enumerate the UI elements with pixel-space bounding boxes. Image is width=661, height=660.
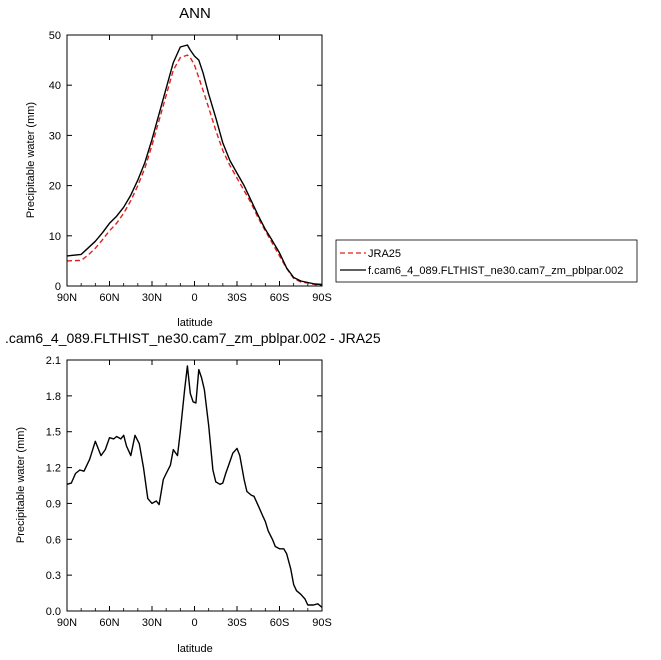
bottom-y-tick-label: 0.9 bbox=[46, 498, 61, 510]
bottom-series-line-0 bbox=[66, 365, 323, 608]
top-chart-legend: JRA25 f.cam6_4_089.FLTHIST_ne30.cam7_zm_… bbox=[335, 239, 638, 283]
bottom-x-tick-label: 90N bbox=[57, 617, 77, 629]
bottom-y-tick-label: 1.2 bbox=[46, 463, 61, 475]
bottom-chart-y-label: Precipitable water (mm) bbox=[15, 427, 27, 543]
top-chart-plot-frame bbox=[66, 34, 323, 287]
bottom-x-tick-label: 30N bbox=[142, 617, 162, 629]
bottom-x-tick-label: 60N bbox=[99, 617, 119, 629]
top-chart-panel: ANN Precipitable water (mm) latitude 90N… bbox=[25, 5, 332, 329]
top-x-tick-label: 90N bbox=[57, 292, 77, 304]
bottom-chart-plot-frame bbox=[66, 359, 323, 612]
top-chart-ticks: 90N 60N 30N 0 30S 60S 90S 0 10 20 30 40 50 bbox=[49, 30, 332, 304]
bottom-chart-lines bbox=[66, 365, 323, 608]
bottom-x-tick-label: 0 bbox=[191, 617, 197, 629]
top-x-tick-label: 60N bbox=[99, 292, 119, 304]
top-y-tick-label: 20 bbox=[49, 181, 61, 193]
bottom-chart-ticks: 90N 60N 30N 0 30S 60S 90S 0.0 0.3 0.6 0.9 1.2 1.5 1.8… bbox=[46, 355, 332, 629]
top-y-tick-label: 0 bbox=[55, 281, 61, 293]
top-x-tick-label: 30S bbox=[227, 292, 247, 304]
bottom-x-tick-label: 90S bbox=[312, 617, 332, 629]
top-y-tick-label: 10 bbox=[49, 231, 61, 243]
bottom-y-tick-label: 1.8 bbox=[46, 391, 61, 403]
bottom-y-tick-label: 2.1 bbox=[46, 355, 61, 367]
bottom-y-tick-label: 0.0 bbox=[46, 606, 61, 618]
legend-label-jra25: JRA25 bbox=[368, 248, 401, 260]
top-x-tick-label: 30N bbox=[142, 292, 162, 304]
bottom-x-tick-label: 30S bbox=[227, 617, 247, 629]
top-x-tick-label: 0 bbox=[191, 292, 197, 304]
top-chart-title: ANN bbox=[179, 5, 211, 22]
bottom-chart-x-label: latitude bbox=[177, 643, 212, 655]
bottom-y-tick-label: 0.6 bbox=[46, 534, 61, 546]
bottom-chart-title: .cam6_4_089.FLTHIST_ne30.cam7_zm_pblpar.… bbox=[5, 330, 381, 346]
top-y-tick-label: 40 bbox=[49, 80, 61, 92]
top-series-line-1 bbox=[66, 44, 323, 286]
top-chart-x-label: latitude bbox=[177, 317, 212, 329]
legend-label-model: f.cam6_4_089.FLTHIST_ne30.cam7_zm_pblpar… bbox=[368, 265, 623, 277]
top-y-tick-label: 50 bbox=[49, 30, 61, 42]
top-series-line-0 bbox=[66, 54, 323, 286]
bottom-y-tick-label: 0.3 bbox=[46, 570, 61, 582]
bottom-y-tick-label: 1.5 bbox=[46, 427, 61, 439]
top-x-tick-label: 60S bbox=[270, 292, 290, 304]
bottom-chart-panel: .cam6_4_089.FLTHIST_ne30.cam7_zm_pblpar.… bbox=[5, 330, 381, 655]
top-chart-y-label: Precipitable water (mm) bbox=[25, 102, 37, 218]
bottom-x-tick-label: 60S bbox=[270, 617, 290, 629]
top-chart-lines bbox=[66, 44, 323, 286]
top-x-tick-label: 90S bbox=[312, 292, 332, 304]
top-y-tick-label: 30 bbox=[49, 130, 61, 142]
legend-box bbox=[335, 239, 638, 283]
